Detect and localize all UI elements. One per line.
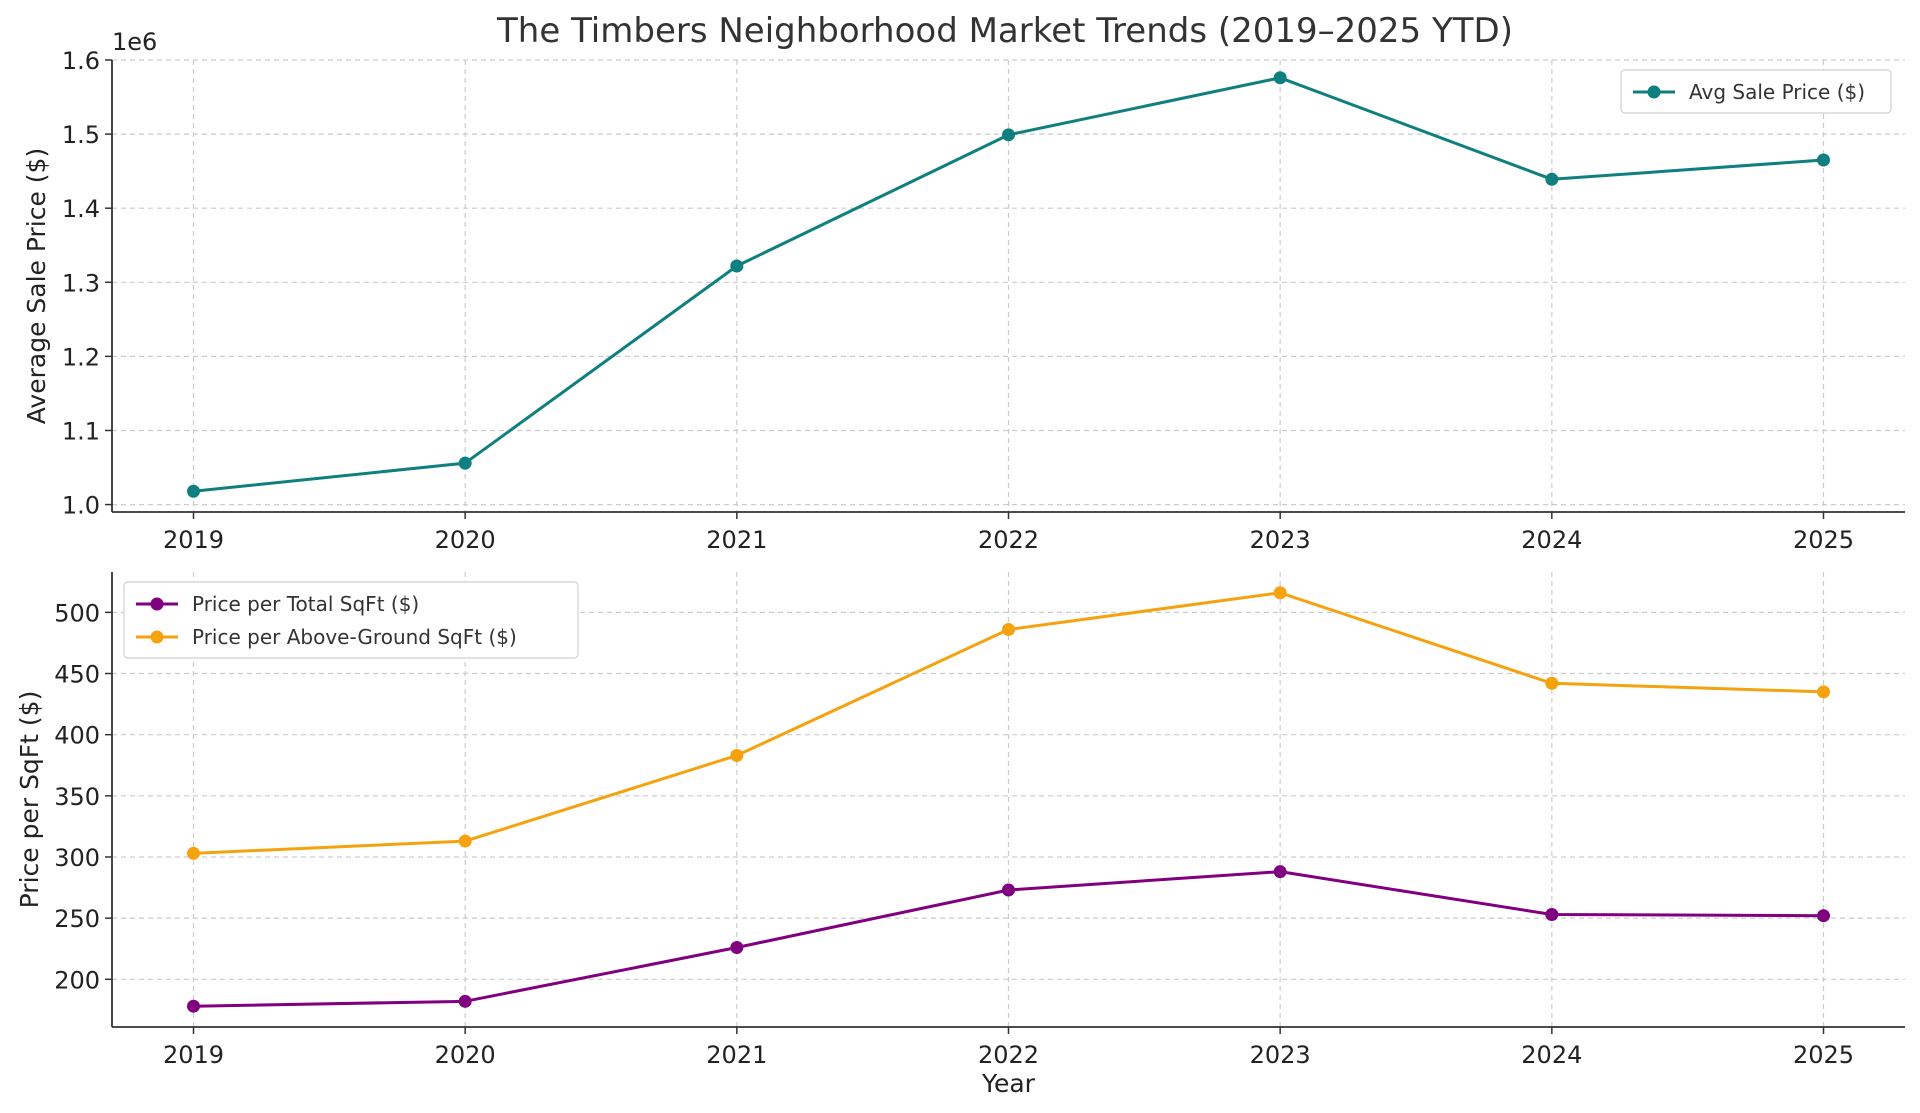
data-point: [1002, 128, 1015, 142]
price-per-sqft-chart: 2019 2020 2021 2022 2023 2024 2025 200 250 300 350…: [15, 572, 1905, 1098]
data-point: [1273, 865, 1287, 879]
data-point: [1817, 153, 1830, 167]
legend: Avg Sale Price ($): [1620, 69, 1892, 114]
y-offset-label: 1e6: [112, 28, 157, 56]
data-point: [1273, 71, 1287, 85]
series-avg-sale-price: [187, 71, 1830, 498]
legend-swatch-marker: [1647, 85, 1661, 99]
data-point: [1545, 907, 1559, 921]
y-tick-label: 1.0: [62, 492, 100, 520]
data-point: [458, 456, 472, 470]
data-point: [1545, 172, 1559, 186]
legend-swatch-marker: [150, 630, 164, 644]
y-tick-label: 250: [54, 905, 100, 933]
legend-box: [1620, 69, 1892, 114]
avg-sale-price-chart: 2019 2020 2021 2022 2023 2024 2025 1.0 1.1 1.2 1.3…: [22, 28, 1905, 554]
x-tick-label: 2024: [1521, 1041, 1582, 1069]
x-tick-label: 2021: [706, 1041, 767, 1069]
series-price-per-total-sqft: [187, 865, 1830, 1013]
legend-swatch-marker: [150, 597, 164, 611]
data-point: [730, 940, 744, 954]
x-tick-label: 2025: [1793, 1041, 1854, 1069]
x-tick-label: 2019: [163, 526, 224, 554]
x-tick-label: 2022: [978, 1041, 1039, 1069]
data-point: [187, 846, 200, 860]
y-axis-label: Price per SqFt ($): [15, 691, 44, 909]
x-tick-label: 2021: [706, 526, 767, 554]
y-tick-label: 200: [54, 966, 100, 994]
data-point: [458, 834, 472, 848]
legend-box: [123, 581, 579, 659]
y-tick-label: 1.3: [62, 269, 100, 297]
data-point: [187, 999, 200, 1013]
y-axis-label: Average Sale Price ($): [22, 148, 51, 424]
x-tick-label: 2024: [1521, 526, 1582, 554]
x-tick-label: 2020: [435, 526, 496, 554]
y-tick-label: 1.6: [62, 47, 100, 75]
y-tick-label: 1.5: [62, 121, 100, 149]
x-tick-label: 2022: [978, 526, 1039, 554]
legend-label: Avg Sale Price ($): [1689, 80, 1865, 104]
y-tick-label: 350: [54, 783, 100, 811]
data-point: [1817, 909, 1830, 923]
x-tick-label: 2019: [163, 1041, 224, 1069]
legend: Price per Total SqFt ($) Price per Above-…: [123, 581, 579, 659]
data-point: [1817, 685, 1830, 699]
x-axis-label: Year: [981, 1069, 1036, 1098]
y-tick-label: 450: [54, 661, 100, 689]
data-point: [187, 484, 200, 498]
data-point: [458, 994, 472, 1008]
chart-title: The Timbers Neighborhood Market Trends (…: [496, 11, 1513, 51]
data-point: [1273, 586, 1287, 600]
series-price-per-above-ground-sqft: [187, 586, 1830, 860]
data-point: [1002, 883, 1015, 897]
data-point: [730, 259, 744, 273]
x-tick-label: 2025: [1793, 526, 1854, 554]
x-tick-label: 2023: [1250, 526, 1311, 554]
y-tick-label: 300: [54, 844, 100, 872]
data-point: [1545, 676, 1559, 690]
y-tick-label: 1.4: [62, 195, 100, 223]
data-point: [730, 748, 744, 762]
y-tick-label: 400: [54, 722, 100, 750]
data-point: [1002, 622, 1015, 636]
y-tick-label: 1.1: [62, 417, 100, 445]
x-tick-label: 2020: [435, 1041, 496, 1069]
x-tick-label: 2023: [1250, 1041, 1311, 1069]
y-tick-label: 1.2: [62, 343, 100, 371]
y-tick-label: 500: [54, 599, 100, 627]
legend-label: Price per Total SqFt ($): [192, 592, 419, 616]
legend-label: Price per Above-Ground SqFt ($): [192, 625, 517, 649]
